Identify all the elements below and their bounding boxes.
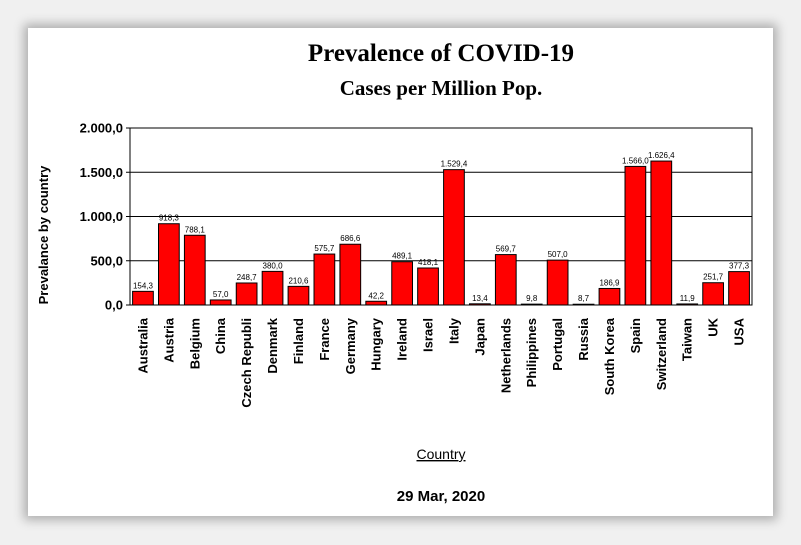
bar-value-label: 1.626,4 — [648, 151, 675, 160]
bar — [624, 165, 647, 306]
category-label: Australia — [135, 317, 150, 373]
x-axis-title: Country — [416, 446, 465, 462]
bar — [132, 290, 154, 306]
bar-value-label: 1.529,4 — [441, 160, 468, 169]
chart-subtitle: Cases per Million Pop. — [340, 76, 543, 100]
category-label: UK — [706, 317, 721, 336]
bar — [158, 223, 180, 306]
bars — [132, 160, 750, 306]
bar-value-label: 154,3 — [133, 281, 154, 290]
bar-value-label: 8,7 — [578, 294, 590, 303]
category-labels: Australia Austria Belgium China Czech Republ… — [135, 317, 746, 407]
chart-svg: Prevalence of COVID-19 Cases per Million… — [36, 40, 753, 505]
category-label: USA — [732, 317, 747, 345]
bar-value-label: 380,0 — [263, 261, 284, 270]
chart-card: Prevalence of COVID-19 Cases per Million… — [28, 28, 773, 516]
bar — [702, 282, 724, 306]
value-labels: 154,3 918,3 788,1 57,0 248,7 380,0 210,6 575,7 6… — [133, 151, 750, 303]
bar-value-label: 1.566,0 — [622, 156, 649, 165]
bar-value-label: 377,3 — [729, 262, 750, 271]
bar — [209, 299, 232, 306]
bar — [235, 282, 258, 306]
category-label: Portugal — [550, 318, 565, 371]
y-axis-title: Prevalance by country — [36, 165, 51, 304]
bar — [494, 254, 517, 306]
bar-value-label: 918,3 — [159, 214, 180, 223]
bar-value-label: 788,1 — [185, 225, 206, 234]
y-tick-label: 1.000,0 — [80, 209, 123, 224]
bar — [261, 270, 284, 306]
y-tick-label: 2.000,0 — [80, 121, 123, 136]
chart-title: Prevalence of COVID-19 — [308, 40, 574, 67]
bar — [287, 285, 310, 306]
bar-value-label: 418,1 — [418, 258, 439, 267]
bar — [183, 234, 206, 306]
bar — [365, 300, 388, 306]
bar — [728, 271, 750, 306]
bar — [417, 267, 439, 306]
bar-value-label: 251,7 — [703, 273, 724, 282]
category-label: South Korea — [602, 317, 617, 395]
category-label: Italy — [446, 317, 461, 344]
category-label: Hungary — [369, 317, 384, 371]
category-label: Philippines — [524, 318, 539, 387]
y-tick-label: 500,0 — [90, 253, 123, 268]
category-label: Netherlands — [498, 318, 513, 393]
category-label: China — [213, 317, 228, 354]
bar-value-label: 210,6 — [288, 276, 309, 285]
category-label: Russia — [576, 317, 591, 360]
category-label: Spain — [628, 318, 643, 353]
chart-date: 29 Mar, 2020 — [397, 488, 485, 505]
y-tick-label: 0,0 — [105, 298, 123, 313]
bar — [313, 253, 336, 306]
bar — [598, 287, 621, 306]
category-label: France — [317, 318, 332, 361]
bar — [339, 243, 362, 306]
bar — [546, 259, 569, 306]
bar-value-label: 57,0 — [213, 290, 229, 299]
category-label: Germany — [343, 317, 358, 374]
bar-value-label: 686,6 — [340, 234, 361, 243]
category-label: Israel — [421, 318, 436, 352]
bar-value-label: 13,4 — [472, 294, 488, 303]
bar — [650, 160, 673, 306]
category-label: Finland — [291, 318, 306, 364]
category-label: Austria — [161, 317, 176, 363]
bar-value-label: 575,7 — [314, 244, 335, 253]
bar-value-label: 507,0 — [548, 250, 569, 259]
category-label: Czech Republi — [239, 318, 254, 408]
y-tick-label: 1.500,0 — [80, 165, 123, 180]
category-label: Japan — [472, 318, 487, 356]
category-label: Denmark — [265, 317, 280, 373]
category-label: Belgium — [187, 318, 202, 369]
bar-value-label: 9,8 — [526, 294, 538, 303]
y-tick-labels: 0,0 500,0 1.000,0 1.500,0 2.000,0 — [80, 121, 130, 313]
bar-value-label: 42,2 — [368, 291, 384, 300]
bar-value-label: 569,7 — [496, 245, 517, 254]
bar-value-label: 186,9 — [599, 278, 620, 287]
bar-value-label: 248,7 — [237, 273, 258, 282]
bar — [443, 169, 465, 306]
category-label: Switzerland — [654, 318, 669, 390]
category-label: Taiwan — [680, 318, 695, 361]
bar-value-label: 489,1 — [392, 252, 413, 261]
bar-value-label: 11,9 — [680, 294, 696, 303]
category-label: Ireland — [395, 318, 410, 361]
bar — [391, 261, 413, 306]
